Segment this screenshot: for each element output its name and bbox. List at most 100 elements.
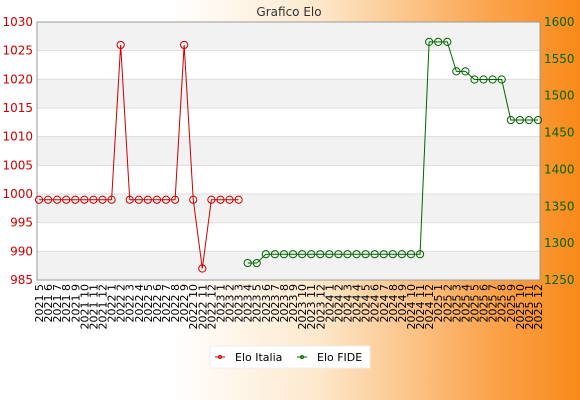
data-point <box>98 195 107 204</box>
data-point <box>116 40 125 50</box>
y-left-tick-label: 1015 <box>2 101 33 115</box>
data-point <box>497 75 506 84</box>
x-tick-label: 2022 3 <box>124 284 137 323</box>
data-point <box>479 75 488 84</box>
x-tick-label: 2021 6 <box>42 284 55 323</box>
data-point <box>161 195 171 204</box>
grid-band <box>37 251 540 280</box>
data-point <box>107 195 116 204</box>
data-point <box>43 195 53 204</box>
x-tick-label: 2022 10 <box>187 284 200 330</box>
y-right-tick-label: 1400 <box>544 162 575 176</box>
x-tick-label: 2025 11 <box>523 284 536 330</box>
data-point <box>170 195 180 204</box>
data-point <box>207 195 216 204</box>
x-tick-label: 2021 9 <box>69 284 82 323</box>
data-point <box>343 250 352 259</box>
data-point <box>152 195 162 204</box>
series-line <box>39 44 239 269</box>
series-line <box>247 41 538 264</box>
data-point <box>143 195 152 204</box>
data-point <box>316 250 325 259</box>
x-tick-label: 2022 1 <box>106 284 119 323</box>
y-left-tick-label: 990 <box>10 244 33 258</box>
data-point <box>461 67 470 76</box>
x-tick-label: 2022 11 <box>196 284 209 330</box>
x-tick-label: 2025 1 <box>432 284 445 323</box>
x-tick-label: 2024 3 <box>341 284 354 323</box>
data-point <box>397 250 407 259</box>
x-tick-label: 2023 12 <box>314 284 327 330</box>
grid-band <box>37 136 540 166</box>
x-tick-label: 2024 5 <box>360 284 373 323</box>
plot-area <box>37 22 540 280</box>
data-point <box>288 250 298 259</box>
x-tick-label: 2022 12 <box>205 284 218 330</box>
legend-label: Elo Italia <box>235 351 282 364</box>
y-left-tick-label: 1000 <box>2 187 33 201</box>
y-left-tick-label: 1005 <box>2 158 33 172</box>
data-point <box>243 258 252 268</box>
data-point <box>279 250 289 259</box>
data-point <box>515 115 524 125</box>
x-tick-label: 2021 5 <box>33 284 46 323</box>
x-tick-label: 2023 10 <box>296 284 309 330</box>
data-point <box>524 115 534 125</box>
legend-label: Elo FIDE <box>317 351 362 364</box>
x-tick-label: 2024 11 <box>414 284 427 330</box>
data-point <box>225 195 234 204</box>
x-tick-label: 2024 4 <box>351 284 364 323</box>
x-tick-label: 2024 6 <box>369 284 382 323</box>
data-point <box>62 195 71 204</box>
data-point <box>80 195 89 204</box>
data-point <box>425 37 434 47</box>
data-point <box>71 195 80 204</box>
data-point <box>352 250 361 259</box>
x-tick-label: 2023 3 <box>233 284 246 323</box>
data-point <box>261 250 270 259</box>
x-tick-label: 2025 3 <box>450 284 463 323</box>
data-point <box>189 195 198 204</box>
x-tick-label: 2022 5 <box>142 284 155 323</box>
data-point <box>370 250 379 259</box>
y-left-tick-label: 1010 <box>2 130 33 144</box>
data-point <box>216 195 225 204</box>
data-point <box>434 37 443 47</box>
data-point <box>443 37 452 47</box>
data-point <box>470 75 479 84</box>
x-tick-label: 2021 10 <box>78 284 91 330</box>
data-point <box>234 195 243 204</box>
x-tick-label: 2023 5 <box>251 284 264 323</box>
x-tick-label: 2023 9 <box>287 284 300 323</box>
y-left-tick-label: 985 <box>10 273 33 287</box>
x-tick-label: 2024 1 <box>323 284 336 323</box>
x-tick-label: 2022 7 <box>160 284 173 323</box>
x-tick-label: 2025 10 <box>514 284 527 330</box>
x-tick-label: 2025 4 <box>459 284 472 323</box>
x-tick-label: 2022 8 <box>169 284 182 323</box>
x-tick-label: 2024 10 <box>405 284 418 330</box>
x-tick-label: 2024 8 <box>387 284 400 323</box>
grid-band <box>37 194 540 223</box>
grid-band <box>37 79 540 108</box>
series-elo-fide <box>243 37 543 268</box>
legend-box <box>209 345 371 369</box>
x-tick-label: 2021 7 <box>51 284 64 323</box>
x-tick-label: 2025 9 <box>505 284 518 323</box>
data-point <box>506 115 515 125</box>
x-tick-label: 2023 2 <box>224 284 237 323</box>
data-point <box>361 250 370 259</box>
x-tick-label: 2025 2 <box>441 284 454 323</box>
data-point <box>388 250 397 259</box>
x-tick-label: 2025 8 <box>496 284 509 323</box>
data-point <box>134 195 143 204</box>
y-right-tick-label: 1550 <box>544 52 575 66</box>
y-left-tick-label: 1020 <box>2 72 33 86</box>
legend: Elo Italia Elo FIDE <box>209 345 371 369</box>
y-right-tick-label: 1300 <box>544 236 575 250</box>
x-tick-label: 2025 12 <box>532 284 545 330</box>
data-point <box>325 250 334 259</box>
chart-title: Grafico Elo <box>256 5 321 19</box>
